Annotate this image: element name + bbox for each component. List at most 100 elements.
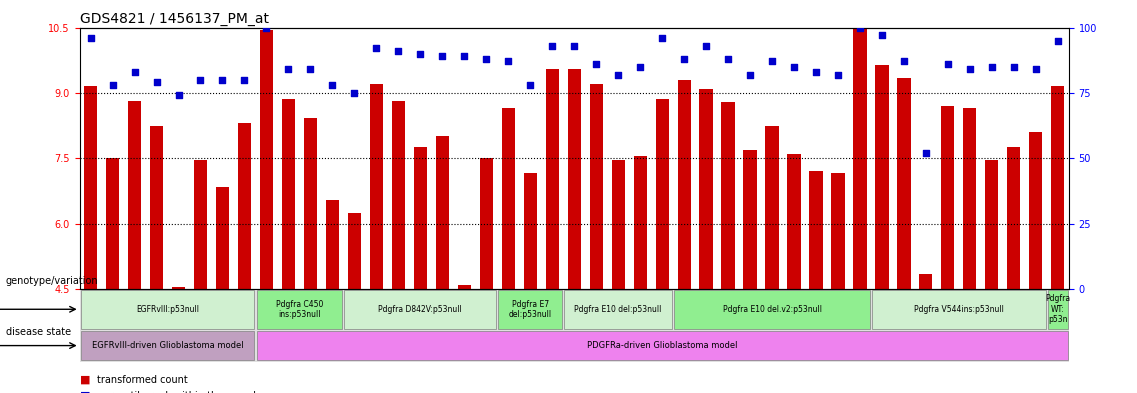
- Bar: [370, 84, 383, 289]
- Bar: [1052, 86, 1064, 289]
- Point: [148, 79, 166, 86]
- Bar: [1029, 132, 1043, 289]
- Point: [82, 35, 100, 41]
- Bar: [744, 149, 756, 289]
- Text: PDGFRa-driven Glioblastoma model: PDGFRa-driven Glioblastoma model: [587, 341, 738, 350]
- Point: [719, 56, 737, 62]
- Point: [301, 66, 319, 72]
- Bar: [106, 158, 119, 289]
- Bar: [854, 28, 866, 289]
- Text: ■: ■: [80, 375, 90, 385]
- Point: [609, 72, 628, 78]
- Bar: [194, 160, 207, 289]
- Point: [323, 82, 341, 88]
- FancyBboxPatch shape: [498, 290, 562, 329]
- Bar: [633, 156, 647, 289]
- Bar: [788, 154, 800, 289]
- Text: percentile rank within the sample: percentile rank within the sample: [97, 391, 262, 393]
- Bar: [304, 118, 317, 289]
- Point: [389, 48, 407, 54]
- Bar: [480, 158, 492, 289]
- Point: [653, 35, 671, 41]
- Text: Pdgfra
WT:
p53n: Pdgfra WT: p53n: [1045, 294, 1070, 324]
- Text: transformed count: transformed count: [97, 375, 188, 385]
- Bar: [414, 147, 426, 289]
- Point: [587, 61, 605, 67]
- Point: [169, 92, 188, 99]
- Point: [850, 24, 869, 31]
- Bar: [435, 136, 449, 289]
- Point: [412, 51, 430, 57]
- Bar: [678, 80, 690, 289]
- Point: [916, 150, 935, 156]
- Bar: [501, 108, 515, 289]
- Point: [1048, 37, 1067, 44]
- Point: [433, 53, 451, 59]
- FancyBboxPatch shape: [674, 290, 870, 329]
- Bar: [765, 125, 779, 289]
- Bar: [1007, 147, 1020, 289]
- Point: [346, 90, 364, 96]
- Point: [235, 77, 254, 83]
- Bar: [150, 125, 163, 289]
- Bar: [722, 101, 735, 289]
- Bar: [172, 287, 185, 289]
- Text: Pdgfra D842V:p53null: Pdgfra D842V:p53null: [379, 305, 462, 314]
- Bar: [458, 285, 471, 289]
- Point: [455, 53, 473, 59]
- Point: [125, 69, 143, 75]
- Text: genotype/variation: genotype/variation: [6, 276, 98, 286]
- Point: [675, 56, 694, 62]
- Bar: [656, 99, 669, 289]
- Bar: [612, 160, 624, 289]
- Bar: [392, 101, 405, 289]
- Bar: [986, 160, 998, 289]
- Point: [103, 82, 122, 88]
- Point: [939, 61, 957, 67]
- Text: Pdgfra V544ins:p53null: Pdgfra V544ins:p53null: [914, 305, 1004, 314]
- Bar: [326, 200, 339, 289]
- Point: [697, 43, 715, 49]
- Point: [214, 77, 232, 83]
- Bar: [941, 106, 954, 289]
- Point: [191, 77, 209, 83]
- Text: EGFRvIII-driven Glioblastoma model: EGFRvIII-driven Glioblastoma model: [92, 341, 243, 350]
- Point: [961, 66, 979, 72]
- Bar: [920, 274, 932, 289]
- Bar: [699, 88, 713, 289]
- Point: [873, 32, 891, 39]
- Text: GDS4821 / 1456137_PM_at: GDS4821 / 1456137_PM_at: [80, 13, 268, 26]
- Text: Pdgfra C450
ins:p53null: Pdgfra C450 ins:p53null: [276, 299, 323, 319]
- Bar: [590, 84, 603, 289]
- Point: [1005, 64, 1023, 70]
- FancyBboxPatch shape: [872, 290, 1046, 329]
- Bar: [546, 69, 558, 289]
- Point: [829, 72, 847, 78]
- Bar: [810, 171, 822, 289]
- Point: [565, 43, 583, 49]
- Bar: [897, 78, 911, 289]
- Point: [257, 24, 275, 31]
- Point: [763, 58, 781, 64]
- Bar: [238, 123, 251, 289]
- FancyBboxPatch shape: [81, 331, 255, 360]
- Point: [1027, 66, 1045, 72]
- FancyBboxPatch shape: [564, 290, 672, 329]
- FancyBboxPatch shape: [257, 290, 342, 329]
- Point: [280, 66, 298, 72]
- Text: Pdgfra E7
del:p53null: Pdgfra E7 del:p53null: [508, 299, 551, 319]
- Bar: [216, 187, 229, 289]
- Point: [631, 64, 649, 70]
- Bar: [260, 30, 273, 289]
- Point: [982, 64, 1001, 70]
- Bar: [831, 173, 845, 289]
- Text: disease state: disease state: [6, 327, 70, 337]
- Point: [895, 58, 913, 64]
- FancyBboxPatch shape: [1048, 290, 1068, 329]
- Text: ■: ■: [80, 391, 90, 393]
- Point: [785, 64, 803, 70]
- Bar: [84, 86, 97, 289]
- Point: [499, 58, 517, 64]
- Point: [807, 69, 825, 75]
- FancyBboxPatch shape: [81, 290, 255, 329]
